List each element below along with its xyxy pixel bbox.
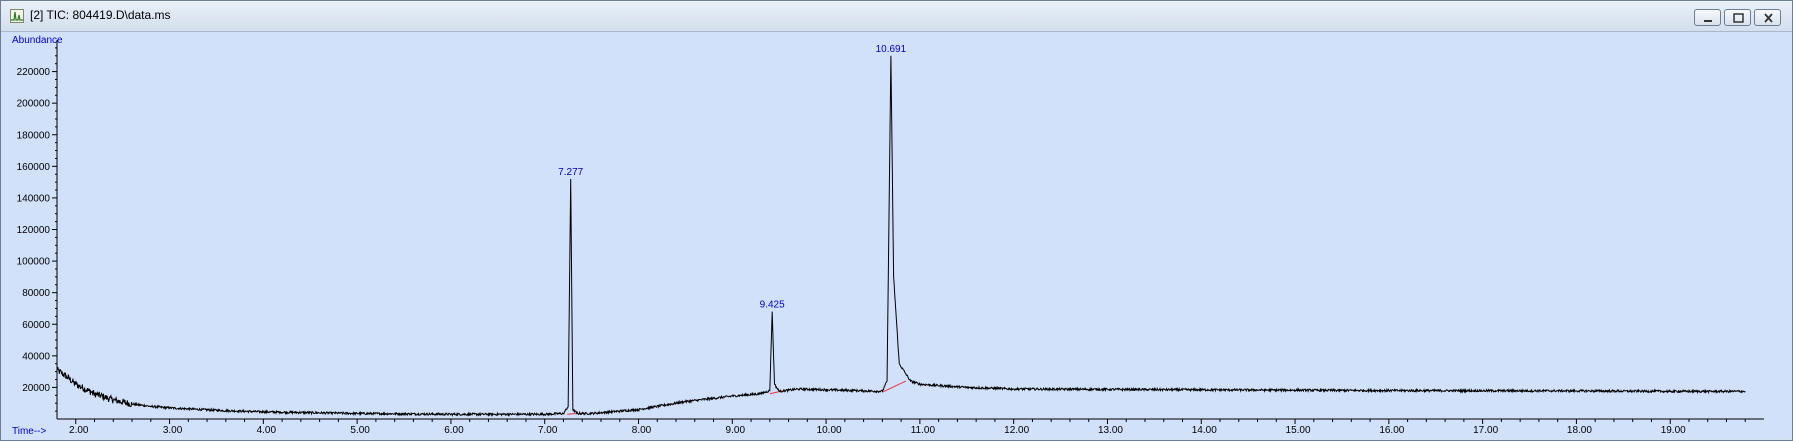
x-tick-label: 2.00 bbox=[69, 425, 89, 436]
x-tick-label: 8.00 bbox=[632, 425, 652, 436]
x-tick-label: 18.00 bbox=[1567, 425, 1592, 436]
peak-baseline bbox=[882, 380, 907, 393]
chromatogram-plot[interactable]: 20000 40000 60000 80000 100000 120000 140000 16… bbox=[2, 32, 1791, 439]
close-icon bbox=[1764, 13, 1773, 23]
x-axis-label: Time--> bbox=[12, 426, 47, 437]
peak-baseline bbox=[567, 412, 578, 415]
y-tick-label: 220000 bbox=[17, 67, 51, 78]
plot-background bbox=[2, 32, 1791, 439]
y-tick-label: 140000 bbox=[17, 193, 51, 204]
x-tick-label: 3.00 bbox=[163, 425, 183, 436]
x-tick-label: 14.00 bbox=[1192, 425, 1217, 436]
x-tick-label: 19.00 bbox=[1661, 425, 1686, 436]
restore-icon bbox=[1733, 13, 1744, 23]
peak-label: 7.277 bbox=[558, 167, 583, 178]
restore-button[interactable] bbox=[1724, 9, 1751, 26]
x-tick-label: 6.00 bbox=[444, 425, 464, 436]
y-tick-label: 200000 bbox=[17, 99, 51, 110]
peak-baseline bbox=[769, 390, 784, 395]
x-tick-label: 13.00 bbox=[1098, 425, 1123, 436]
minimize-button[interactable] bbox=[1694, 9, 1721, 26]
x-tick-label: 4.00 bbox=[257, 425, 277, 436]
y-tick-label: 80000 bbox=[22, 288, 50, 299]
y-tick-label: 100000 bbox=[17, 257, 51, 268]
x-tick-label: 9.00 bbox=[726, 425, 746, 436]
y-tick-label: 60000 bbox=[22, 320, 50, 331]
peak-baselines bbox=[567, 380, 907, 415]
x-axis: 2.00 3.00 4.00 5.00 6.00 7.00 8.00 9.00 10.00 11.… bbox=[57, 418, 1764, 436]
window-title: [2] TIC: 804419.D\data.ms bbox=[30, 8, 171, 22]
x-tick-label: 16.00 bbox=[1379, 425, 1404, 436]
chromatogram-icon bbox=[10, 9, 24, 23]
y-tick-label: 160000 bbox=[17, 162, 51, 173]
y-tick-label: 180000 bbox=[17, 130, 51, 141]
x-tick-label: 7.00 bbox=[538, 425, 558, 436]
y-tick-label: 120000 bbox=[17, 225, 51, 236]
y-tick-label: 40000 bbox=[22, 351, 50, 362]
y-axis-label: Abundance bbox=[12, 35, 63, 46]
peak-label: 9.425 bbox=[760, 300, 785, 311]
tic-trace bbox=[56, 55, 1746, 417]
x-tick-label: 11.00 bbox=[911, 425, 936, 436]
x-tick-label: 15.00 bbox=[1286, 425, 1311, 436]
x-tick-label: 12.00 bbox=[1004, 425, 1029, 436]
x-tick-label: 10.00 bbox=[817, 425, 842, 436]
title-bar[interactable]: [2] TIC: 804419.D\data.ms bbox=[1, 1, 1792, 32]
close-button[interactable] bbox=[1754, 9, 1781, 26]
peak-label: 10.691 bbox=[876, 44, 907, 55]
peak-labels: 7.277 9.425 10.691 bbox=[558, 44, 906, 311]
x-tick-label: 5.00 bbox=[350, 425, 370, 436]
y-tick-label: 20000 bbox=[22, 383, 50, 394]
minimize-icon bbox=[1704, 20, 1712, 22]
x-tick-label: 17.00 bbox=[1473, 425, 1498, 436]
y-axis: 20000 40000 60000 80000 100000 120000 140000 16… bbox=[17, 40, 58, 419]
